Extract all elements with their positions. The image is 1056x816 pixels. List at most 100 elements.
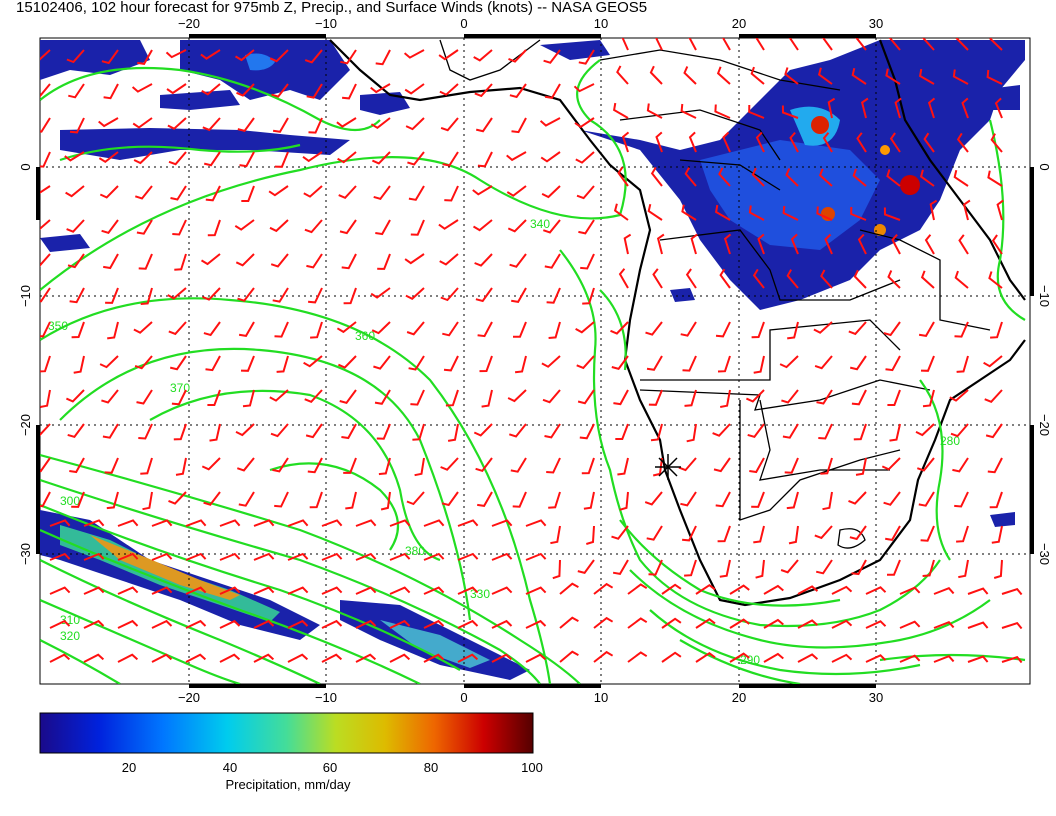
- wind-barb: [404, 253, 425, 265]
- wind-barb: [617, 457, 629, 476]
- wind-barb: [336, 321, 357, 334]
- wind-barb: [477, 151, 493, 168]
- wind-barb: [40, 219, 51, 231]
- wind-barb: [200, 49, 221, 60]
- wind-barb: [1001, 587, 1023, 596]
- wind-barb: [40, 355, 51, 373]
- wind-barb: [883, 207, 901, 221]
- wind-barb: [305, 423, 323, 439]
- wind-barb: [457, 653, 479, 663]
- wind-barb: [950, 423, 969, 438]
- wind-barb: [134, 355, 153, 370]
- wind-barb: [371, 151, 391, 165]
- wind-barb: [885, 68, 901, 85]
- wind-barb: [619, 491, 629, 511]
- wind-barb: [716, 66, 731, 85]
- wind-barb: [578, 219, 595, 235]
- wind-barb: [627, 651, 648, 663]
- wind-barb: [442, 151, 459, 167]
- wind-barb: [65, 185, 85, 198]
- wind-barb: [414, 457, 425, 477]
- wind-barb: [577, 389, 595, 405]
- wind-barb: [822, 38, 833, 51]
- wind-barb: [748, 104, 765, 119]
- wind-barb: [242, 389, 255, 408]
- wind-barb: [240, 355, 255, 372]
- wind-barb: [646, 525, 663, 541]
- contour-label: 320: [60, 629, 80, 643]
- wind-barb: [855, 38, 867, 51]
- wind-barb: [405, 117, 425, 131]
- wind-barb: [253, 552, 275, 561]
- wind-barb: [611, 525, 629, 540]
- wind-barb: [274, 321, 289, 338]
- wind-barb: [865, 586, 887, 595]
- wind-barb: [506, 185, 527, 197]
- wind-barb: [933, 587, 955, 595]
- wind-barb: [958, 559, 969, 579]
- wind-barb: [373, 355, 391, 370]
- wind-barb: [321, 552, 343, 561]
- wind-barb: [134, 185, 153, 200]
- wind-barb: [49, 619, 71, 629]
- wind-barb: [576, 185, 595, 200]
- wind-barb: [340, 49, 357, 65]
- lat-tick: 0: [18, 163, 33, 170]
- wind-barb: [457, 519, 479, 527]
- wind-barb: [849, 525, 867, 541]
- colorbar-tick: 20: [122, 760, 136, 775]
- wind-barb: [412, 423, 425, 441]
- wind-barb: [274, 491, 289, 508]
- wind-barb: [514, 355, 527, 374]
- wind-barb: [785, 168, 799, 187]
- wind-barb: [729, 584, 750, 595]
- wind-barb: [304, 219, 323, 234]
- wind-barb: [234, 219, 255, 231]
- wind-barb: [991, 525, 1003, 544]
- wind-barb: [338, 185, 357, 199]
- wind-barb: [209, 423, 221, 442]
- wind-barb: [987, 457, 1003, 474]
- wind-barb: [546, 457, 561, 474]
- wind-barb: [887, 389, 901, 406]
- wind-barb: [40, 287, 51, 303]
- wind-barb: [509, 83, 527, 99]
- wind-barb: [132, 117, 153, 129]
- wind-barb: [680, 103, 697, 119]
- wind-barb: [952, 457, 969, 473]
- wind-barb: [552, 559, 561, 580]
- wind-barb: [269, 389, 289, 402]
- wind-barb: [406, 321, 425, 336]
- wind-barb: [751, 321, 765, 339]
- wind-barb: [477, 491, 493, 507]
- wind-barb: [779, 355, 799, 369]
- wind-barb: [103, 253, 119, 270]
- wind-barb: [506, 151, 527, 162]
- wind-barb: [763, 584, 784, 595]
- wind-barb: [539, 117, 561, 127]
- wind-barb: [389, 552, 411, 561]
- wind-barb: [612, 102, 629, 119]
- wind-barb: [172, 219, 187, 236]
- contour-label: 280: [940, 434, 960, 448]
- wind-barb: [714, 104, 731, 119]
- wind-barb: [751, 167, 765, 187]
- wind-barb: [684, 559, 697, 577]
- wind-barb: [990, 133, 1003, 153]
- wind-barb: [475, 457, 493, 472]
- wind-barb: [151, 653, 173, 663]
- wind-barb: [442, 321, 459, 337]
- contour-label: 360: [355, 329, 375, 343]
- wind-barb: [140, 287, 153, 305]
- wind-barb: [655, 38, 663, 51]
- wind-barb: [722, 131, 731, 153]
- wind-barb: [341, 423, 357, 440]
- wind-barb: [68, 83, 85, 99]
- wind-barb: [408, 185, 425, 201]
- wind-barb: [648, 389, 663, 406]
- lon-tick: 0: [460, 16, 467, 31]
- wind-barb: [40, 389, 51, 408]
- wind-barb: [117, 586, 139, 595]
- wind-barb: [168, 321, 187, 336]
- wind-barb: [559, 582, 579, 595]
